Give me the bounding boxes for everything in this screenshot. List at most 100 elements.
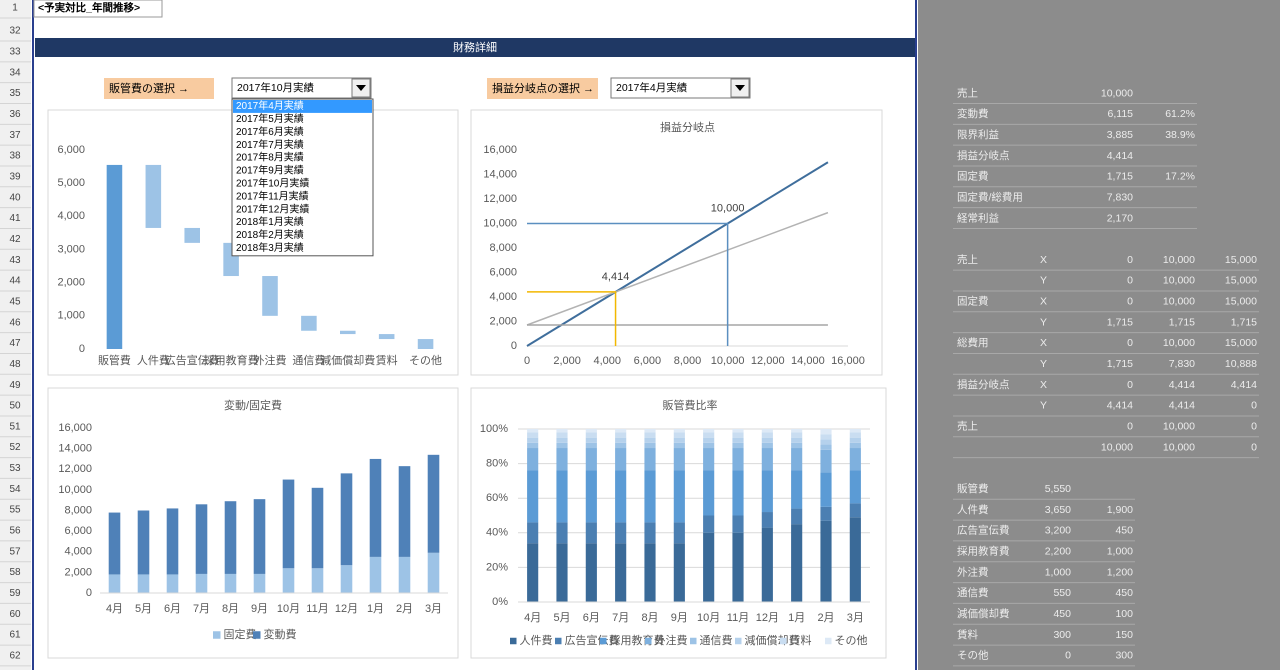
legend-swatch	[253, 631, 261, 639]
row-number: 59	[9, 588, 21, 599]
sheet-title: <予実対比_年間推移>	[38, 1, 140, 14]
chart-panel[interactable]	[470, 109, 883, 376]
bar-segment	[253, 499, 266, 574]
table-cell: 550	[1053, 587, 1071, 599]
legend-label: 固定費	[224, 627, 257, 641]
legend-label: 人件費	[520, 633, 553, 647]
bar-segment	[791, 524, 803, 602]
table-cell: 450	[1115, 525, 1133, 537]
table-cell: 10,000	[1163, 275, 1195, 287]
bar-segment	[703, 515, 715, 533]
row-number: 33	[9, 46, 21, 57]
table-cell: 0	[1251, 400, 1257, 412]
bar-segment	[673, 448, 685, 471]
dropdown-option[interactable]: 2017年9月実績	[236, 164, 304, 177]
table-cell: 7,830	[1107, 191, 1133, 203]
bar-segment	[585, 470, 597, 523]
dropdown[interactable]	[231, 77, 372, 99]
bar-segment	[585, 522, 597, 544]
table-cell: 3,650	[1045, 504, 1071, 516]
legend-swatch	[213, 631, 221, 639]
bar-segment	[673, 442, 685, 449]
table-cell: 10,000	[1163, 254, 1195, 266]
dropdown[interactable]	[610, 77, 751, 99]
table-cell: Y	[1040, 400, 1047, 412]
table-cell: 450	[1053, 608, 1071, 620]
table-cell: 0	[1251, 421, 1257, 433]
bar-segment	[791, 508, 803, 525]
dropdown-option[interactable]: 2017年7月実績	[236, 138, 304, 151]
bar-segment	[849, 442, 861, 449]
dropdown-option[interactable]: 2017年11月実績	[236, 189, 309, 202]
row-number: 55	[9, 505, 21, 516]
table-cell: 300	[1115, 650, 1133, 662]
bar-segment	[791, 470, 803, 509]
table-cell: 1,000	[1045, 566, 1071, 578]
bar-segment	[761, 470, 773, 513]
table-cell: 0	[1127, 254, 1133, 266]
bar-segment	[282, 568, 295, 593]
bar-segment	[556, 543, 568, 602]
chart-title: 変動/固定費	[224, 398, 282, 412]
side-panel	[918, 0, 1280, 670]
bar-segment	[556, 437, 568, 443]
y-tick-label: 60%	[486, 492, 508, 504]
table-cell: 売上	[957, 420, 978, 433]
table-cell: 450	[1115, 587, 1133, 599]
dropdown-option[interactable]: 2017年10月実績	[236, 176, 309, 189]
bar-segment	[166, 508, 179, 575]
dropdown-option[interactable]: 2018年3月実績	[236, 241, 304, 254]
table-cell: 経常利益	[957, 211, 999, 224]
y-tick-label: 6,000	[489, 266, 517, 278]
bar-segment	[585, 448, 597, 471]
row-number: 62	[9, 651, 21, 662]
table-cell: 総費用	[957, 336, 989, 349]
bar-segment	[703, 442, 715, 449]
bar-segment	[732, 429, 744, 433]
bar-segment	[398, 556, 411, 593]
bar-segment	[166, 574, 179, 593]
bar-segment	[311, 568, 324, 593]
table-cell: Y	[1040, 358, 1047, 370]
y-tick-label: 12,000	[483, 193, 517, 205]
bar-segment	[849, 437, 861, 443]
bar-segment	[732, 532, 744, 602]
bar-segment	[791, 448, 803, 471]
bar-segment	[732, 515, 744, 533]
row-number: 36	[9, 109, 21, 120]
legend-label: 賃料	[790, 633, 812, 647]
table-cell: 1,900	[1107, 504, 1133, 516]
table-cell: 38.9%	[1165, 129, 1195, 141]
title-cell[interactable]	[33, 0, 163, 18]
x-tick-label: 9月	[251, 603, 268, 615]
bar-segment	[556, 429, 568, 433]
table-cell: 1,715	[1107, 358, 1133, 370]
table-cell: 固定費	[957, 295, 989, 308]
bar-segment	[673, 432, 685, 438]
table-cell: 採用教育費	[957, 545, 1010, 558]
bar-segment	[732, 470, 744, 516]
table-cell: 1,715	[1231, 316, 1257, 328]
bar-segment	[224, 573, 237, 593]
bar-segment	[849, 448, 861, 471]
bar-segment	[108, 512, 121, 575]
bar-segment	[703, 432, 715, 438]
x-tick-label: 1月	[788, 612, 805, 624]
row-number: 60	[9, 609, 21, 620]
bar-segment	[644, 442, 656, 449]
dropdown-value: 2017年4月実績	[616, 81, 688, 94]
dropdown-option[interactable]: 2017年4月実績	[236, 99, 304, 112]
bar-segment	[340, 473, 353, 566]
table-cell: 10,000	[1101, 441, 1133, 453]
dropdown-option[interactable]: 2018年1月実績	[236, 215, 304, 228]
y-tick-label: 6,000	[57, 144, 85, 156]
bar-segment	[849, 429, 861, 433]
y-tick-label: 1,000	[57, 310, 85, 322]
dropdown-option[interactable]: 2017年8月実績	[236, 151, 304, 164]
dropdown-option[interactable]: 2018年2月実績	[236, 228, 304, 241]
dropdown-option[interactable]: 2017年6月実績	[236, 125, 304, 138]
dropdown-option[interactable]: 2017年5月実績	[236, 112, 304, 125]
dropdown-option[interactable]: 2017年12月実績	[236, 202, 309, 215]
row-number: 58	[9, 567, 21, 578]
bar-segment	[427, 552, 440, 593]
